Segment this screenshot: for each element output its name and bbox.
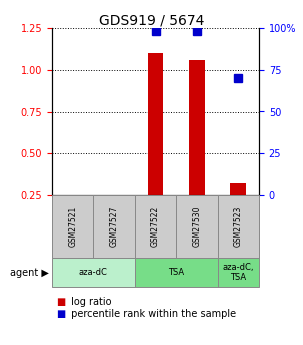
Text: GSM27522: GSM27522 <box>151 206 160 247</box>
Text: ■: ■ <box>56 297 65 307</box>
Text: ■: ■ <box>56 309 65 319</box>
Text: log ratio: log ratio <box>68 297 112 307</box>
Text: GSM27523: GSM27523 <box>234 206 243 247</box>
Text: aza-dC: aza-dC <box>79 268 108 277</box>
Text: GSM27530: GSM27530 <box>192 206 201 247</box>
Text: GSM27521: GSM27521 <box>68 206 77 247</box>
Text: agent ▶: agent ▶ <box>10 267 49 277</box>
Bar <box>231 183 246 195</box>
Text: percentile rank within the sample: percentile rank within the sample <box>68 309 236 319</box>
Text: aza-dC,
TSA: aza-dC, TSA <box>222 263 254 282</box>
Text: GDS919 / 5674: GDS919 / 5674 <box>99 14 204 28</box>
Bar <box>148 53 163 195</box>
Text: GSM27527: GSM27527 <box>110 206 118 247</box>
Text: TSA: TSA <box>168 268 184 277</box>
Bar <box>189 60 205 195</box>
